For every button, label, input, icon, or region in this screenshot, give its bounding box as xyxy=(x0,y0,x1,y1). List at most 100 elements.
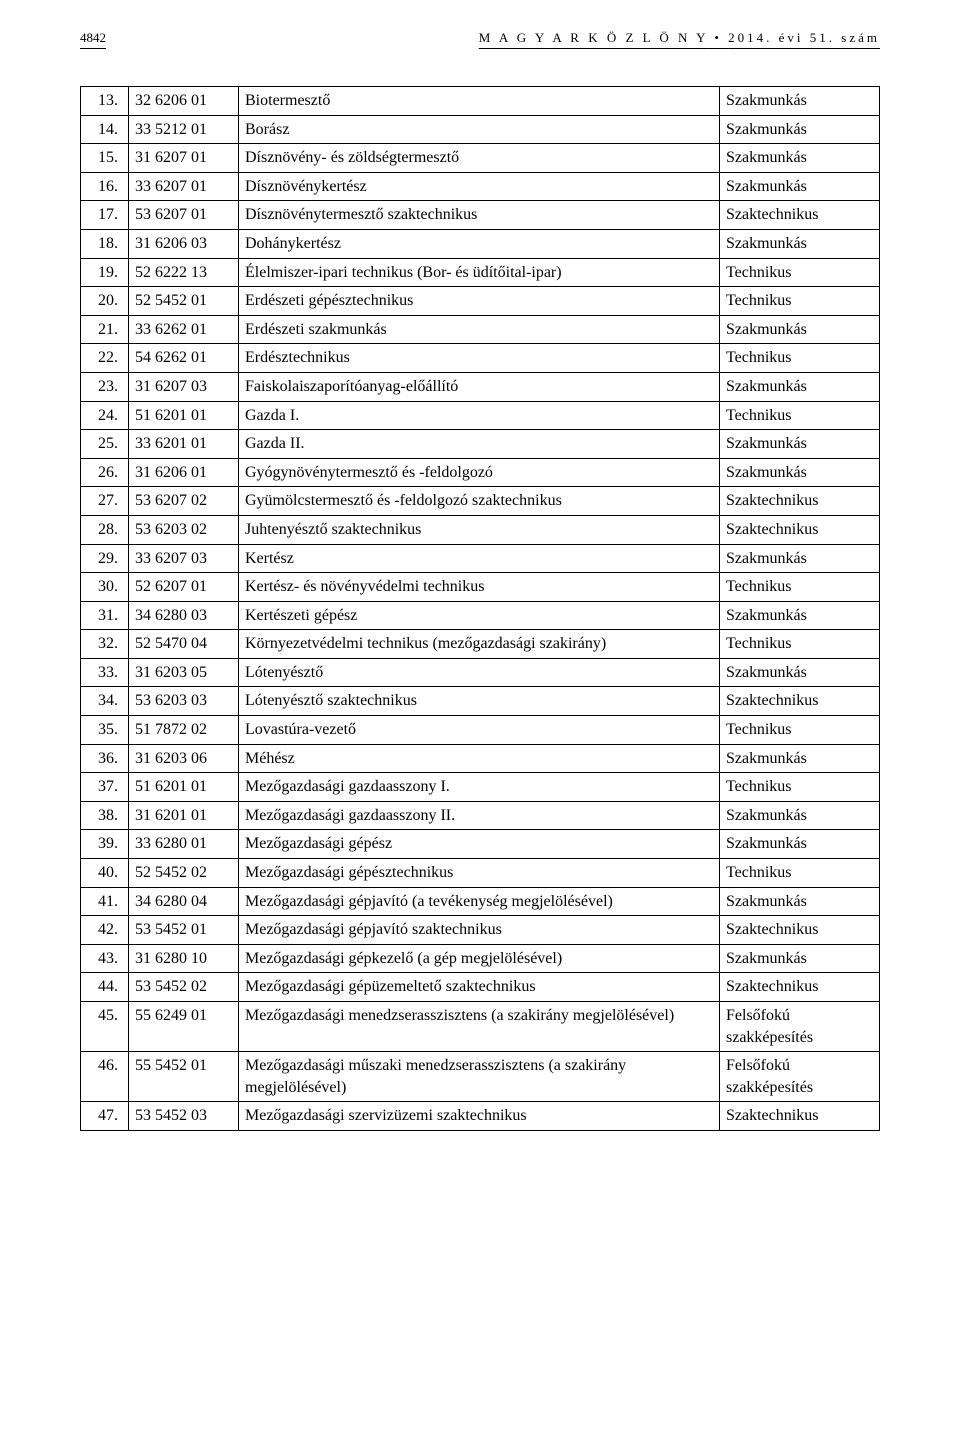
row-level: Technikus xyxy=(720,344,880,373)
row-number: 33. xyxy=(81,658,129,687)
row-number: 42. xyxy=(81,916,129,945)
row-name: Mezőgazdasági gépüzemeltető szaktechniku… xyxy=(239,973,720,1002)
table-row: 16.33 6207 01DísznövénykertészSzakmunkás xyxy=(81,172,880,201)
publication-title: M A G Y A R K Ö Z L Ö N Y xyxy=(479,30,708,45)
row-number: 13. xyxy=(81,87,129,116)
row-code: 31 6206 03 xyxy=(129,229,239,258)
row-code: 52 5452 02 xyxy=(129,859,239,888)
row-number: 31. xyxy=(81,601,129,630)
row-code: 51 7872 02 xyxy=(129,716,239,745)
row-name: Mezőgazdasági gépész xyxy=(239,830,720,859)
row-name: Mezőgazdasági gépkezelő (a gép megjelölé… xyxy=(239,944,720,973)
row-level: Szaktechnikus xyxy=(720,201,880,230)
row-number: 25. xyxy=(81,430,129,459)
row-code: 33 5212 01 xyxy=(129,115,239,144)
row-number: 28. xyxy=(81,515,129,544)
row-number: 38. xyxy=(81,801,129,830)
row-number: 18. xyxy=(81,229,129,258)
row-name: Gazda II. xyxy=(239,430,720,459)
row-level: Felsőfokú szakképesítés xyxy=(720,1002,880,1052)
table-row: 34.53 6203 03Lótenyésztő szaktechnikusSz… xyxy=(81,687,880,716)
table-row: 33.31 6203 05LótenyésztőSzakmunkás xyxy=(81,658,880,687)
row-name: Élelmiszer-ipari technikus (Bor- és üdít… xyxy=(239,258,720,287)
row-name: Erdészeti gépésztechnikus xyxy=(239,287,720,316)
row-name: Kertész- és növényvédelmi technikus xyxy=(239,573,720,602)
row-name: Dísznövénykertész xyxy=(239,172,720,201)
page-header: 4842 M A G Y A R K Ö Z L Ö N Y • 2014. é… xyxy=(80,30,880,46)
row-level: Szakmunkás xyxy=(720,172,880,201)
row-code: 53 5452 01 xyxy=(129,916,239,945)
row-code: 53 5452 03 xyxy=(129,1102,239,1131)
row-name: Gyógynövénytermesztő és -feldolgozó xyxy=(239,458,720,487)
row-name: Gyümölcstermesztő és -feldolgozó szaktec… xyxy=(239,487,720,516)
row-code: 52 6222 13 xyxy=(129,258,239,287)
row-name: Mezőgazdasági gépésztechnikus xyxy=(239,859,720,888)
row-code: 34 6280 03 xyxy=(129,601,239,630)
row-code: 53 6203 02 xyxy=(129,515,239,544)
table-row: 18.31 6206 03DohánykertészSzakmunkás xyxy=(81,229,880,258)
row-level: Szakmunkás xyxy=(720,887,880,916)
row-level: Szakmunkás xyxy=(720,115,880,144)
row-name: Dohánykertész xyxy=(239,229,720,258)
table-row: 32.52 5470 04Környezetvédelmi technikus … xyxy=(81,630,880,659)
row-number: 43. xyxy=(81,944,129,973)
row-level: Szakmunkás xyxy=(720,601,880,630)
row-name: Borász xyxy=(239,115,720,144)
row-number: 39. xyxy=(81,830,129,859)
table-row: 38.31 6201 01Mezőgazdasági gazdaasszony … xyxy=(81,801,880,830)
row-name: Lótenyésztő xyxy=(239,658,720,687)
row-number: 24. xyxy=(81,401,129,430)
row-level: Technikus xyxy=(720,773,880,802)
table-row: 46.55 5452 01Mezőgazdasági műszaki mened… xyxy=(81,1052,880,1102)
row-code: 53 6207 02 xyxy=(129,487,239,516)
row-code: 33 6207 03 xyxy=(129,544,239,573)
row-level: Szakmunkás xyxy=(720,315,880,344)
row-code: 31 6207 03 xyxy=(129,372,239,401)
row-code: 31 6280 10 xyxy=(129,944,239,973)
row-code: 33 6262 01 xyxy=(129,315,239,344)
table-body: 13.32 6206 01BiotermesztőSzakmunkás14.33… xyxy=(81,87,880,1131)
row-name: Kertészeti gépész xyxy=(239,601,720,630)
row-number: 21. xyxy=(81,315,129,344)
row-code: 33 6207 01 xyxy=(129,172,239,201)
publication-info: M A G Y A R K Ö Z L Ö N Y • 2014. évi 51… xyxy=(479,30,880,46)
row-code: 53 5452 02 xyxy=(129,973,239,1002)
row-code: 52 5470 04 xyxy=(129,630,239,659)
row-name: Mezőgazdasági szervizüzemi szaktechnikus xyxy=(239,1102,720,1131)
row-name: Környezetvédelmi technikus (mezőgazdaság… xyxy=(239,630,720,659)
row-code: 54 6262 01 xyxy=(129,344,239,373)
row-number: 16. xyxy=(81,172,129,201)
row-level: Technikus xyxy=(720,573,880,602)
row-code: 31 6203 05 xyxy=(129,658,239,687)
qualification-table: 13.32 6206 01BiotermesztőSzakmunkás14.33… xyxy=(80,86,880,1131)
row-level: Szakmunkás xyxy=(720,744,880,773)
row-level: Technikus xyxy=(720,716,880,745)
row-number: 20. xyxy=(81,287,129,316)
row-number: 37. xyxy=(81,773,129,802)
row-name: Lótenyésztő szaktechnikus xyxy=(239,687,720,716)
row-level: Szaktechnikus xyxy=(720,515,880,544)
row-code: 33 6280 01 xyxy=(129,830,239,859)
row-number: 34. xyxy=(81,687,129,716)
row-code: 53 6203 03 xyxy=(129,687,239,716)
table-row: 42.53 5452 01Mezőgazdasági gépjavító sza… xyxy=(81,916,880,945)
table-row: 25.33 6201 01Gazda II.Szakmunkás xyxy=(81,430,880,459)
table-row: 29.33 6207 03KertészSzakmunkás xyxy=(81,544,880,573)
row-level: Szaktechnikus xyxy=(720,687,880,716)
row-code: 53 6207 01 xyxy=(129,201,239,230)
row-number: 27. xyxy=(81,487,129,516)
table-row: 28.53 6203 02Juhtenyésztő szaktechnikusS… xyxy=(81,515,880,544)
row-number: 22. xyxy=(81,344,129,373)
row-code: 32 6206 01 xyxy=(129,87,239,116)
row-level: Szakmunkás xyxy=(720,830,880,859)
row-level: Technikus xyxy=(720,630,880,659)
row-number: 14. xyxy=(81,115,129,144)
row-number: 47. xyxy=(81,1102,129,1131)
row-code: 31 6203 06 xyxy=(129,744,239,773)
row-code: 55 6249 01 xyxy=(129,1002,239,1052)
row-number: 36. xyxy=(81,744,129,773)
row-code: 51 6201 01 xyxy=(129,773,239,802)
table-row: 26.31 6206 01Gyógynövénytermesztő és -fe… xyxy=(81,458,880,487)
table-row: 47.53 5452 03Mezőgazdasági szervizüzemi … xyxy=(81,1102,880,1131)
table-row: 37.51 6201 01Mezőgazdasági gazdaasszony … xyxy=(81,773,880,802)
